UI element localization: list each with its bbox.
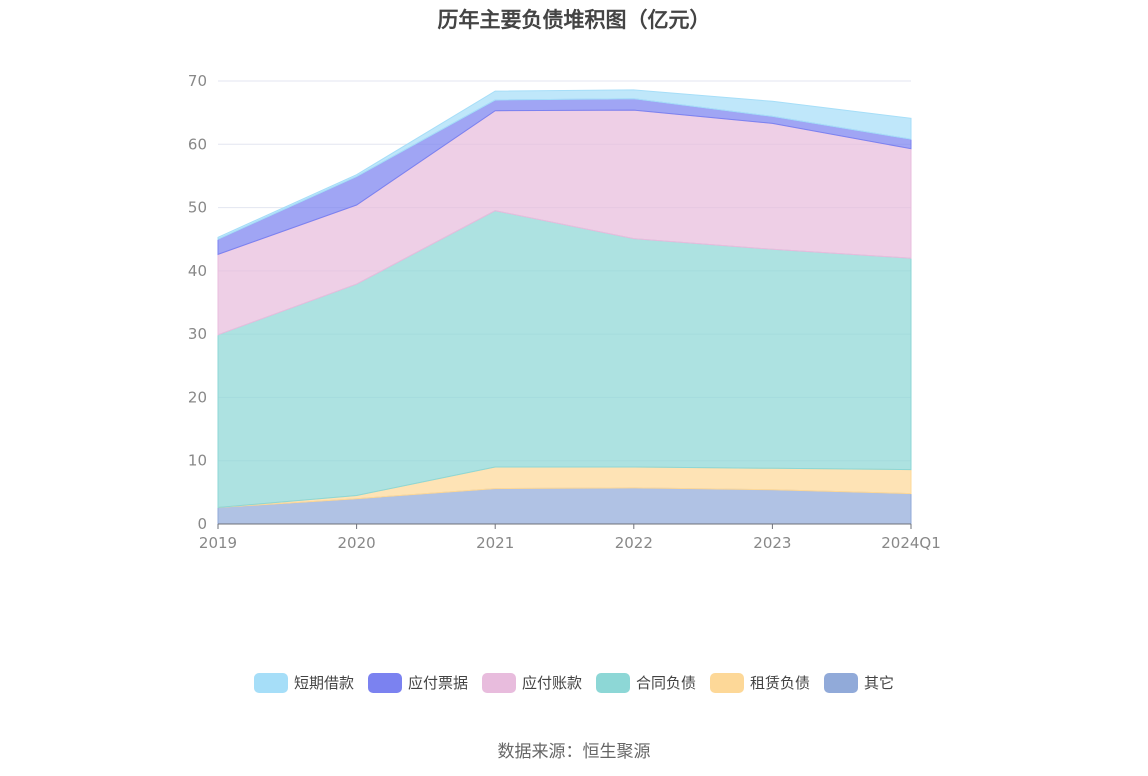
y-tick-label: 60 bbox=[188, 135, 207, 153]
x-tick-label: 2021 bbox=[476, 534, 514, 552]
y-tick-label: 0 bbox=[197, 515, 207, 533]
legend-label: 应付票据 bbox=[407, 674, 468, 692]
legend-swatch bbox=[596, 672, 630, 693]
area-series-5[interactable] bbox=[217, 89, 912, 240]
legend-swatch bbox=[824, 672, 859, 693]
y-tick-label: 70 bbox=[188, 72, 207, 90]
legend-label: 短期借款 bbox=[293, 674, 354, 692]
y-tick-label: 40 bbox=[188, 262, 207, 280]
area-layer bbox=[217, 89, 912, 525]
source-note: 数据来源：恒生聚源 bbox=[497, 742, 651, 762]
y-tick-label: 10 bbox=[188, 452, 207, 470]
legend-item[interactable]: 应付账款 bbox=[481, 672, 582, 693]
legend-label: 应付账款 bbox=[521, 674, 582, 692]
legend-swatch bbox=[481, 672, 516, 693]
legend-item[interactable]: 应付票据 bbox=[367, 672, 468, 693]
y-tick-label: 30 bbox=[188, 325, 207, 343]
legend-swatch bbox=[710, 672, 745, 693]
legend-label: 其它 bbox=[864, 674, 895, 692]
axis-layer: 0 10 20 30 40 50 60 70 2019 2020 2021 2022 2023 2024Q… bbox=[188, 72, 941, 552]
y-tick-label: 20 bbox=[188, 388, 207, 406]
x-tick-label: 2020 bbox=[338, 534, 376, 552]
legend-item[interactable]: 租赁负债 bbox=[710, 672, 810, 693]
legend-swatch bbox=[367, 672, 402, 693]
legend-item[interactable]: 其它 bbox=[824, 672, 894, 693]
legend-swatch bbox=[253, 672, 288, 693]
legend-label: 合同负债 bbox=[636, 674, 697, 692]
legend: 短期借款 应付票据 应付账款 合同负债 租赁负债 其它 bbox=[0, 672, 1148, 693]
x-tick-label: 2023 bbox=[753, 534, 791, 552]
y-tick-label: 50 bbox=[188, 199, 207, 217]
x-tick-label: 2022 bbox=[615, 534, 653, 552]
x-tick-label: 2019 bbox=[199, 534, 237, 552]
chart-title: 历年主要负债堆积图（亿元） bbox=[437, 8, 711, 32]
x-tick-label: 2024Q1 bbox=[881, 534, 941, 552]
legend-item[interactable]: 短期借款 bbox=[253, 672, 354, 693]
legend-label: 租赁负债 bbox=[750, 674, 811, 692]
legend-item[interactable]: 合同负债 bbox=[596, 672, 696, 693]
